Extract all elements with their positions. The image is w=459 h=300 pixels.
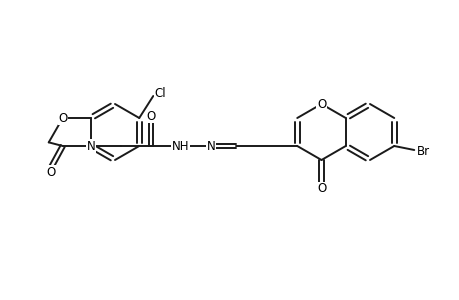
Text: Cl: Cl (154, 86, 166, 100)
Text: O: O (146, 110, 155, 122)
Text: O: O (316, 182, 325, 195)
Text: Br: Br (416, 145, 429, 158)
Text: O: O (316, 98, 325, 110)
Text: N: N (206, 140, 215, 152)
Text: O: O (58, 112, 67, 124)
Text: NH: NH (172, 140, 189, 152)
Text: O: O (46, 166, 55, 178)
Text: N: N (86, 140, 95, 152)
